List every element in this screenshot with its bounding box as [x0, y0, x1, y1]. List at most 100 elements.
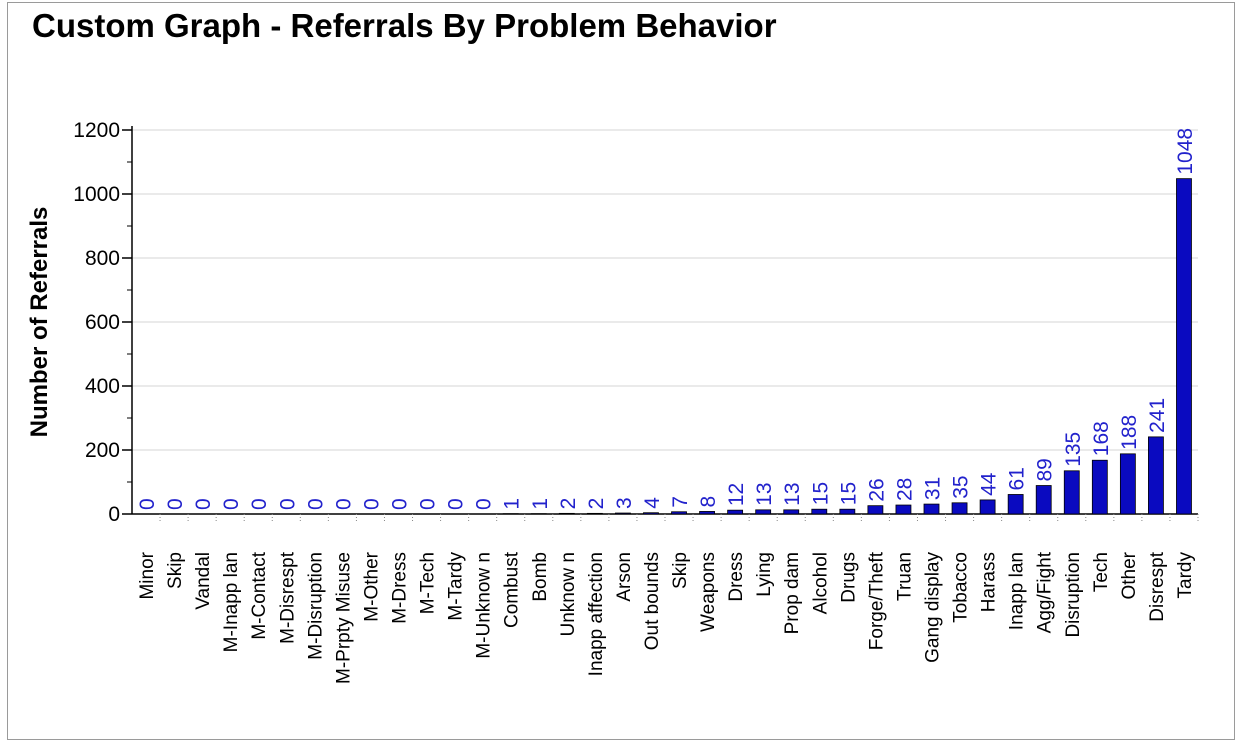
- labels: 0200400600800100012000Minor0Skip0Vandal0…: [73, 119, 1197, 684]
- x-category-label: M-Prpty Misuse: [333, 552, 354, 684]
- bar: [951, 502, 968, 515]
- data-label: 0: [417, 498, 440, 510]
- x-category-label: M-Disrespt: [277, 551, 298, 644]
- x-category-label: Vandal: [193, 552, 214, 610]
- x-category-label: Dress: [726, 552, 747, 602]
- data-label: 7: [669, 496, 692, 508]
- bars: [502, 178, 1192, 515]
- data-label: 1048: [1174, 128, 1197, 175]
- data-label: 31: [922, 477, 945, 500]
- x-category-label: Combust: [502, 551, 523, 628]
- x-category-label: Disrespt: [1147, 551, 1168, 621]
- x-category-label: Skip: [165, 552, 186, 589]
- x-category-label: Drugs: [838, 552, 859, 603]
- x-category-label: Inapp affection: [586, 552, 607, 676]
- data-label: 0: [332, 498, 355, 510]
- y-tick-label: 400: [85, 375, 120, 398]
- x-category-label: Tobacco: [951, 552, 972, 623]
- x-category-label: Minor: [137, 551, 158, 599]
- y-tick-label: 0: [108, 503, 120, 526]
- x-category-label: M-Disruption: [305, 552, 326, 660]
- data-label: 0: [389, 498, 412, 510]
- bar: [1063, 470, 1080, 515]
- data-label: 1: [501, 498, 524, 510]
- bar: [586, 512, 603, 515]
- data-label: 0: [445, 498, 468, 510]
- data-label: 12: [725, 483, 748, 506]
- data-label: 61: [1006, 467, 1029, 490]
- data-label: 241: [1146, 398, 1169, 433]
- x-category-label: Bomb: [530, 552, 551, 602]
- x-category-label: Gang display: [923, 552, 944, 663]
- data-label: 2: [585, 498, 608, 510]
- data-label: 0: [136, 498, 159, 510]
- data-label: 135: [1062, 432, 1085, 467]
- x-category-label: Tardy: [1175, 552, 1196, 599]
- data-label: 44: [978, 472, 1001, 496]
- y-tick-label: 800: [85, 247, 120, 270]
- x-category-label: Out bounds: [642, 552, 663, 650]
- bar: [783, 509, 800, 515]
- x-category-label: Unknow n: [558, 552, 579, 637]
- data-label: 15: [809, 482, 832, 505]
- x-category-label: Disruption: [1063, 552, 1084, 638]
- x-category-label: M-Contact: [249, 551, 270, 639]
- data-label: 0: [192, 498, 215, 510]
- bar: [671, 511, 687, 515]
- data-label: 188: [1118, 415, 1141, 450]
- y-tick-label: 1000: [73, 183, 120, 206]
- x-category-label: Prop dam: [782, 552, 803, 634]
- x-category-label: M-Unknow n: [474, 552, 495, 659]
- x-category-label: Harass: [979, 552, 1000, 612]
- data-label: 1: [529, 498, 552, 510]
- x-category-label: Lying: [754, 552, 775, 597]
- x-category-label: Agg/Fight: [1035, 551, 1056, 633]
- bar: [699, 511, 715, 515]
- data-label: 35: [950, 475, 973, 498]
- data-label: 0: [360, 498, 383, 510]
- x-category-label: Tech: [1091, 552, 1112, 592]
- bar: [755, 509, 772, 515]
- data-label: 168: [1090, 421, 1113, 456]
- y-tick-label: 600: [85, 311, 120, 334]
- data-label: 0: [248, 498, 271, 510]
- data-label: 0: [220, 498, 243, 510]
- bar: [615, 512, 631, 515]
- x-category-label: M-Dress: [390, 552, 411, 624]
- bar: [1148, 436, 1164, 515]
- x-category-label: Weapons: [698, 552, 719, 632]
- bar: [811, 508, 828, 515]
- bar: [923, 503, 940, 515]
- bar: [727, 509, 744, 515]
- x-category-label: Arson: [614, 552, 635, 602]
- x-category-label: Inapp lan: [1007, 552, 1028, 630]
- data-label: 0: [304, 498, 327, 510]
- y-tick-label: 1200: [73, 119, 120, 142]
- x-category-label: M-Tech: [418, 552, 439, 614]
- x-category-label: Other: [1119, 551, 1140, 599]
- bar: [1007, 494, 1024, 515]
- x-category-label: Forge/Theft: [866, 551, 887, 650]
- bar: [558, 512, 575, 515]
- data-label: 0: [473, 498, 496, 510]
- data-label: 2: [557, 498, 580, 510]
- bar: [1035, 485, 1052, 515]
- x-category-label: Truan: [894, 552, 915, 601]
- bar: [1091, 459, 1108, 515]
- y-axis-title: Number of Referrals: [26, 207, 53, 438]
- grid-lines: [132, 129, 1198, 451]
- chart-frame: Custom Graph - Referrals By Problem Beha…: [7, 2, 1235, 740]
- y-tick-label: 200: [85, 439, 120, 462]
- x-category-label: M-Tardy: [446, 552, 467, 621]
- x-category-label: M-Other: [361, 551, 382, 621]
- data-label: 89: [1034, 458, 1057, 481]
- x-category-label: Skip: [670, 552, 691, 589]
- data-label: 0: [164, 498, 187, 510]
- data-label: 13: [781, 482, 804, 505]
- x-category-label: Alcohol: [810, 552, 831, 614]
- bar: [979, 499, 996, 515]
- chart-title: Custom Graph - Referrals By Problem Beha…: [32, 7, 777, 44]
- bar: [1119, 453, 1136, 515]
- bar: [895, 504, 912, 515]
